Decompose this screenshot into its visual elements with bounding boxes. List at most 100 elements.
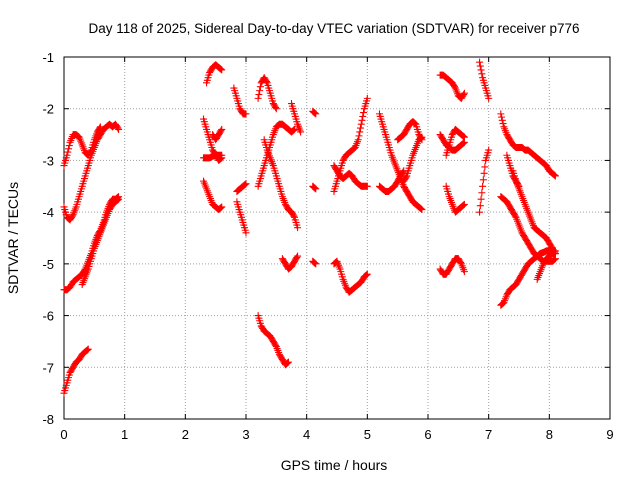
data-point-interp xyxy=(357,124,365,132)
data-point-interp xyxy=(410,119,418,127)
data-point-interp xyxy=(311,184,319,192)
data-point-interp xyxy=(362,271,370,279)
series-arc28 xyxy=(394,118,426,144)
x-tick-label: 4 xyxy=(303,427,310,442)
x-tick-label: 1 xyxy=(121,427,128,442)
data-point-interp xyxy=(272,103,280,111)
data-point xyxy=(460,133,468,141)
x-tick-label: 2 xyxy=(182,427,189,442)
data-point-interp xyxy=(262,78,270,86)
data-point-interp xyxy=(114,124,122,132)
series-arc8 xyxy=(200,151,226,162)
data-point-interp xyxy=(356,128,364,136)
data-point xyxy=(357,120,365,128)
data-point-interp xyxy=(311,259,319,267)
y-tick-label: -7 xyxy=(42,360,54,375)
data-point-interp xyxy=(550,256,558,264)
series-arc1 xyxy=(60,345,92,397)
data-point xyxy=(284,358,292,366)
data-point-interp xyxy=(310,259,318,267)
chart-title: Day 118 of 2025, Sidereal Day-to-day VTE… xyxy=(89,21,580,36)
data-point-interp xyxy=(416,134,424,142)
data-point-interp xyxy=(476,62,484,70)
series-arc10 xyxy=(209,125,226,144)
data-point-interp xyxy=(498,113,506,121)
y-axis-label: SDTVAR / TECUs xyxy=(5,182,21,294)
data-point xyxy=(297,128,305,136)
data-point xyxy=(354,136,362,144)
y-tick-label: -6 xyxy=(42,309,54,324)
data-point-interp xyxy=(358,116,366,124)
y-tick-label: -1 xyxy=(42,50,54,65)
data-point-interp xyxy=(216,204,224,212)
data-point xyxy=(418,206,426,214)
data-point xyxy=(363,182,371,190)
data-point xyxy=(460,89,468,97)
data-point xyxy=(63,151,71,159)
data-point-interp xyxy=(551,171,559,179)
data-point xyxy=(291,125,299,133)
data-point xyxy=(218,203,226,211)
x-tick-label: 3 xyxy=(242,427,249,442)
data-point xyxy=(497,110,505,118)
data-point xyxy=(242,110,250,118)
data-point xyxy=(218,66,226,74)
data-point-interp xyxy=(479,176,487,184)
series-arc17 xyxy=(254,120,299,190)
data-point-interp xyxy=(459,140,467,148)
data-point-interp xyxy=(481,163,489,171)
data-point-interp xyxy=(550,171,558,179)
data-series xyxy=(60,58,559,397)
data-point xyxy=(460,200,468,208)
data-point-interp xyxy=(289,127,297,135)
data-point-interp xyxy=(499,120,507,128)
data-point xyxy=(115,195,123,203)
data-point-interp xyxy=(360,109,368,117)
series-arc42 xyxy=(533,250,559,283)
series-arc36 xyxy=(476,146,493,216)
data-point-interp xyxy=(460,90,468,98)
data-point xyxy=(218,125,226,133)
axis-ticks xyxy=(63,56,611,420)
series-arc33 xyxy=(442,182,468,216)
data-point xyxy=(363,270,371,278)
data-point-interp xyxy=(402,173,410,181)
y-tick-label: -8 xyxy=(42,412,54,427)
data-point-interp xyxy=(310,109,318,117)
data-point xyxy=(218,151,226,159)
data-point xyxy=(485,146,493,154)
series-arc22 xyxy=(309,257,320,268)
data-point-interp xyxy=(457,259,465,267)
data-point-interp xyxy=(256,87,264,95)
data-point xyxy=(476,58,484,66)
data-point-interp xyxy=(417,205,425,213)
series-arc15 xyxy=(254,74,280,113)
data-point-interp xyxy=(359,112,367,120)
data-point-interp xyxy=(217,127,225,135)
data-point xyxy=(312,110,320,118)
data-point-interp xyxy=(460,139,468,147)
data-point xyxy=(551,250,559,258)
data-point xyxy=(272,105,280,113)
data-point-interp xyxy=(240,181,248,189)
series-arc3 xyxy=(60,120,123,224)
data-point-interp xyxy=(416,204,424,212)
data-point-interp xyxy=(451,83,459,91)
x-tick-label: 6 xyxy=(424,427,431,442)
series-arc38 xyxy=(497,110,559,180)
data-point-interp xyxy=(310,184,318,192)
y-tick-label: -4 xyxy=(42,205,54,220)
data-point-interp xyxy=(284,359,292,367)
data-point-interp xyxy=(96,124,104,132)
data-point-interp xyxy=(514,181,522,189)
series-arc14 xyxy=(254,312,292,369)
data-point xyxy=(418,133,426,141)
y-tick-labels: -1 -2 -3 -4 -5 -6 -7 -8 xyxy=(42,50,54,427)
series-arc23 xyxy=(330,257,371,296)
data-point xyxy=(363,94,371,102)
data-point-interp xyxy=(68,212,76,220)
series-arc19 xyxy=(288,100,305,136)
data-point-interp xyxy=(87,147,95,155)
data-point-interp xyxy=(399,168,407,176)
